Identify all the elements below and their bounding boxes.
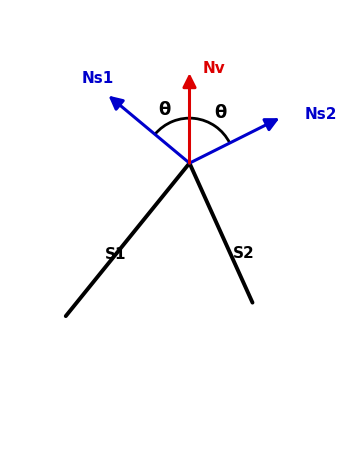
Text: Nv: Nv [203, 61, 226, 76]
Text: Ns1: Ns1 [81, 71, 114, 86]
Text: θ: θ [214, 104, 226, 123]
Text: θ: θ [159, 101, 171, 119]
Text: Ns2: Ns2 [305, 107, 337, 122]
Text: S1: S1 [104, 247, 126, 263]
Text: S2: S2 [233, 246, 255, 261]
